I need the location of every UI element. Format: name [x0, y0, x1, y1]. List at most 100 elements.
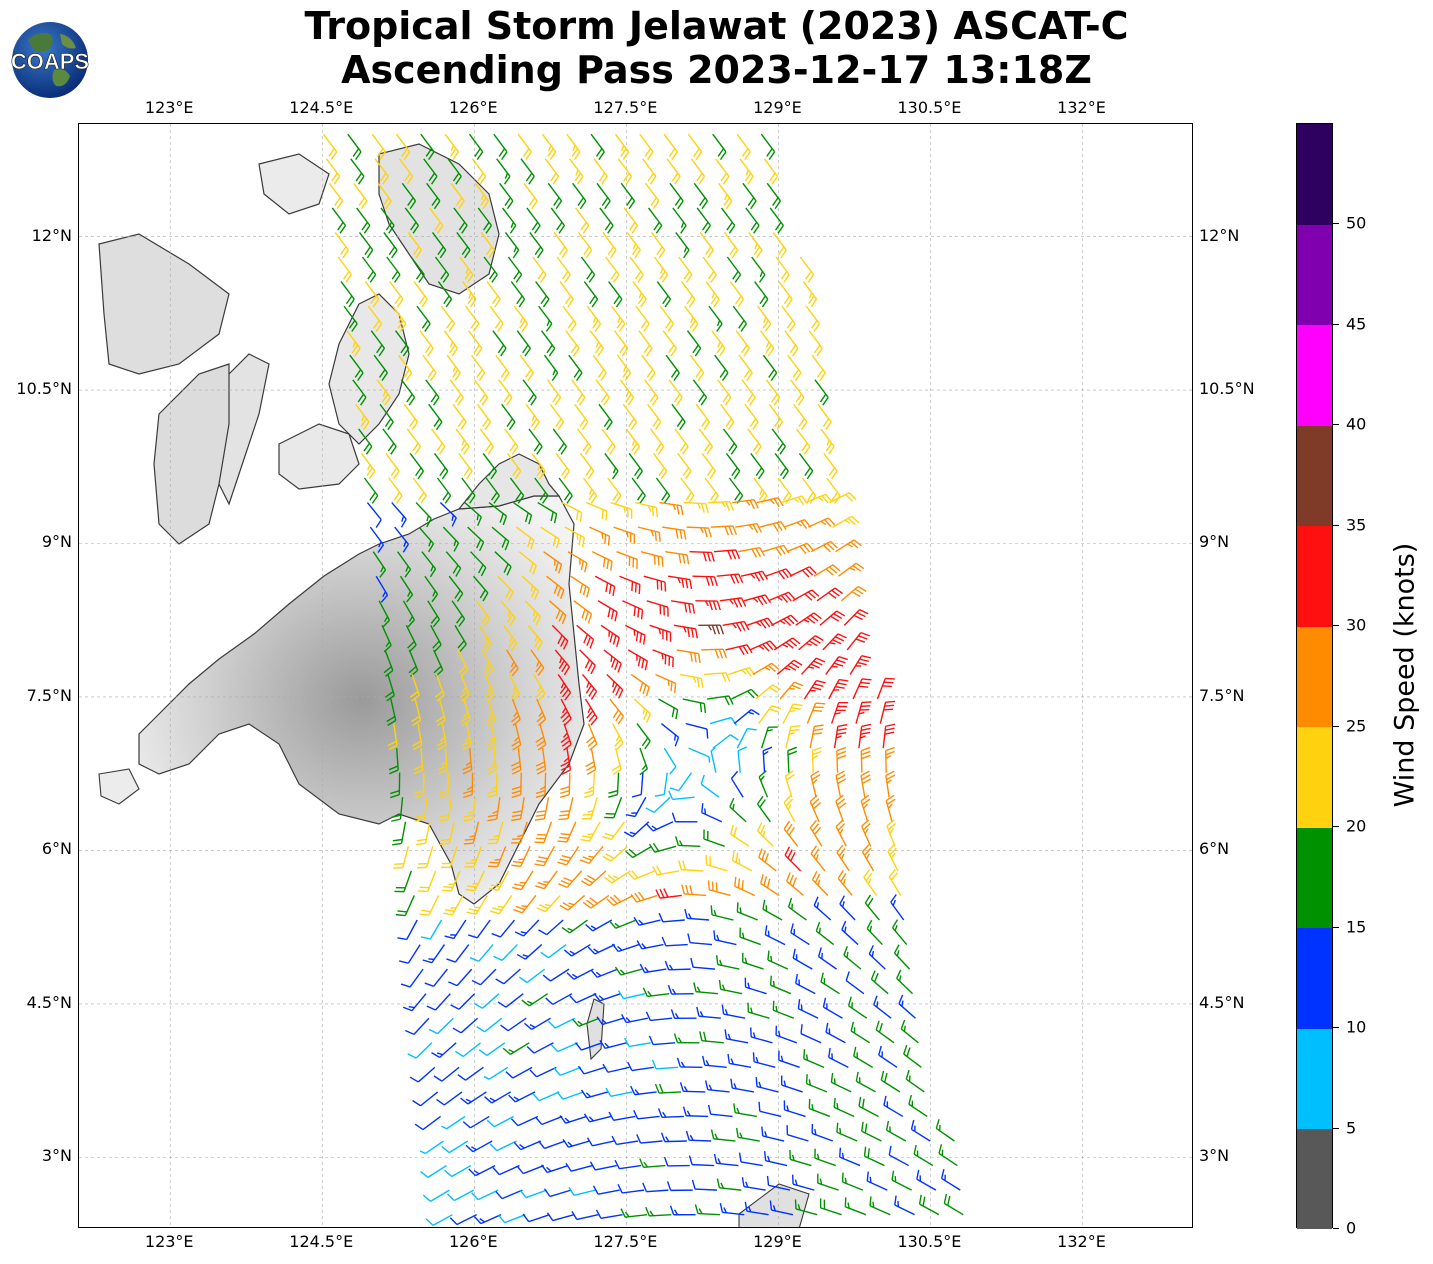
wind-barb: [843, 946, 862, 970]
wind-barb: [810, 770, 821, 798]
wind-barb: [798, 635, 824, 651]
wind-barb: [514, 919, 540, 937]
wind-barb: [404, 207, 420, 234]
wind-barb: [505, 1066, 533, 1079]
colorbar-tick-mark: [1333, 1228, 1339, 1229]
wind-barb: [463, 821, 480, 845]
wind-barb: [497, 575, 514, 601]
wind-barb: [506, 649, 519, 677]
wind-barb: [431, 428, 446, 455]
wind-barb: [573, 600, 593, 624]
wind-barb: [446, 354, 461, 382]
landmass-bohol: [278, 423, 360, 490]
wind-barb: [402, 993, 427, 1012]
wind-barb: [450, 182, 465, 210]
wind-barb: [405, 625, 417, 653]
wind-barb: [385, 453, 400, 480]
wind-barb: [767, 950, 789, 970]
wind-barb: [713, 1153, 739, 1167]
wind-barb: [419, 330, 434, 357]
wind-barb: [679, 1082, 706, 1093]
wind-barb: [399, 575, 414, 603]
wind-barb: [418, 870, 437, 893]
logo-text: COAPS: [11, 49, 89, 74]
wind-barb: [419, 1140, 444, 1155]
wind-barb: [699, 232, 714, 259]
wind-barb: [858, 1096, 879, 1118]
wind-barb: [560, 748, 572, 775]
wind-barb: [511, 772, 522, 799]
wind-barb: [861, 1121, 882, 1142]
wind-barb: [841, 1172, 864, 1191]
wind-barb: [681, 884, 707, 897]
wind-barb: [797, 999, 819, 1019]
wind-barb: [665, 550, 690, 565]
wind-barb: [811, 870, 829, 896]
wind-barb: [787, 354, 802, 382]
colorbar-bin: [1297, 927, 1332, 1029]
wind-barb: [693, 182, 709, 210]
wind-barb: [485, 698, 496, 727]
wind-barb: [860, 794, 871, 822]
wind-barb: [858, 723, 872, 749]
wind-barb: [720, 403, 735, 431]
wind-barb: [762, 354, 778, 382]
wind-barb: [391, 797, 404, 822]
wind-barb: [471, 158, 487, 185]
wind-barb: [436, 723, 447, 751]
wind-barb: [580, 256, 596, 283]
wind-barb: [532, 1091, 560, 1102]
wind-barb: [553, 232, 568, 259]
wind-barb: [820, 428, 835, 455]
wind-barb: [586, 723, 598, 751]
title-line-2: Ascending Pass 2023-12-17 13:18Z: [341, 48, 1092, 92]
wind-barb: [612, 723, 624, 751]
wind-barb: [602, 821, 625, 841]
wind-barb: [700, 774, 720, 798]
wind-barb: [738, 354, 753, 382]
wind-barb: [489, 305, 504, 332]
wind-barb: [593, 992, 621, 1002]
wind-barb: [835, 794, 847, 823]
wind-barb: [668, 790, 695, 801]
colorbar-tick-mark: [1333, 1127, 1339, 1129]
wind-barb: [707, 500, 734, 511]
wind-barb: [421, 551, 437, 578]
wind-barb: [641, 354, 656, 382]
lon-tick-bottom: 130.5°E: [897, 1232, 962, 1251]
wind-barb: [620, 1013, 648, 1024]
wind-barb: [412, 1091, 439, 1107]
wind-barb: [548, 600, 567, 625]
wind-barb: [938, 1144, 958, 1167]
wind-barb: [472, 575, 489, 602]
landmass-basilan: [98, 768, 140, 805]
lon-tick-bottom: 129°E: [753, 1232, 802, 1251]
wind-barb: [465, 870, 485, 892]
wind-barb: [468, 133, 484, 161]
wind-barb: [718, 979, 743, 995]
wind-barb: [616, 354, 632, 382]
wind-barb: [525, 403, 540, 431]
wind-barb: [710, 525, 738, 536]
wind-barb: [568, 1186, 596, 1197]
wind-barb: [640, 550, 664, 567]
wind-barb: [747, 1002, 770, 1019]
wind-barb: [763, 158, 779, 185]
wind-barb: [716, 955, 740, 970]
wind-barb: [467, 526, 485, 552]
wind-barb: [685, 1130, 712, 1142]
wind-barb: [540, 330, 556, 357]
wind-barb: [943, 1193, 964, 1216]
wind-barb: [606, 673, 624, 699]
wind-barb: [376, 379, 391, 406]
wind-barb: [617, 990, 646, 1000]
wind-barb: [744, 977, 767, 995]
title-line-1: Tropical Storm Jelawat (2023) ASCAT-C: [304, 4, 1129, 48]
wind-barb: [572, 182, 587, 210]
wind-barb: [908, 1094, 928, 1118]
wind-barb: [783, 795, 796, 823]
wind-barb: [444, 1164, 472, 1178]
wind-barb: [669, 1205, 696, 1216]
wind-barb: [760, 726, 778, 749]
wind-barb: [828, 678, 849, 700]
